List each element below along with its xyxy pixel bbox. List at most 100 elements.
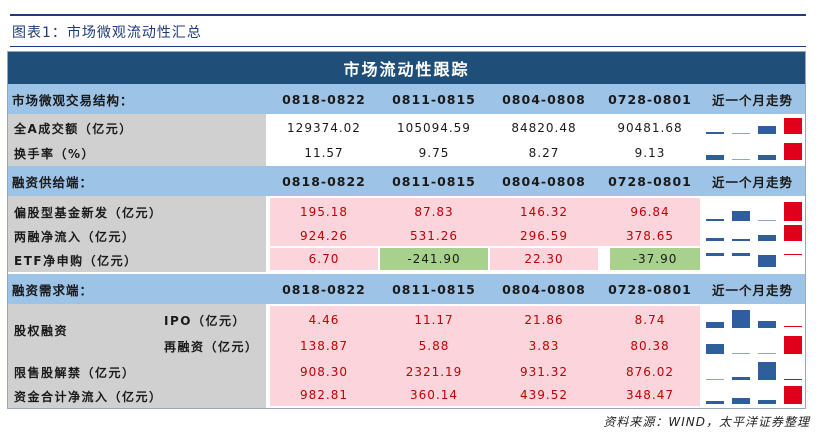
sparkline-total-net-inflow <box>700 384 805 406</box>
value-etf-subscription-2: -241.90 <box>407 252 461 266</box>
value-refinancing-2: 5.88 <box>418 339 450 353</box>
value-refinancing-3: 3.83 <box>528 339 560 353</box>
spark-bar <box>732 253 750 256</box>
sparkline-refinancing <box>700 334 805 358</box>
highlight-pink <box>490 248 598 270</box>
value-total-net-inflow-1: 982.81 <box>300 388 348 402</box>
row-label-fund-issuance: 偏股型基金新发（亿元） <box>14 205 163 220</box>
spark-bar <box>732 159 750 160</box>
spark-bar <box>758 126 776 134</box>
spark-bar <box>706 155 724 160</box>
sparkline-ipo <box>700 308 805 332</box>
sparkline-turnover-amount <box>700 116 805 140</box>
highlight-pink <box>270 198 700 246</box>
sparkline-fund-issuance <box>700 200 805 224</box>
period-header-1: 0818-0822 <box>282 91 366 107</box>
sparkline-etf-subscription <box>700 248 805 272</box>
row-label-ipo: IPO（亿元） <box>164 313 246 328</box>
table-bottom-rule <box>8 408 805 409</box>
top-rule <box>10 14 806 16</box>
value-turnover-amount-3: 84820.48 <box>511 121 577 135</box>
liquidity-table: 市场流动性跟踪 市场微观交易结构： 0818-0822 0811-0815 08… <box>7 51 806 409</box>
spark-bar <box>758 255 776 267</box>
period-header-3: 0804-0808 <box>502 173 586 189</box>
highlight-green <box>380 248 488 270</box>
value-etf-subscription-4: -37.90 <box>632 252 678 266</box>
value-fund-issuance-2: 87.83 <box>414 205 454 219</box>
spark-bar <box>732 211 750 221</box>
spark-bar <box>758 235 776 241</box>
value-etf-subscription-1: 6.70 <box>308 252 340 266</box>
spark-bar <box>706 322 724 328</box>
period-header-3: 0804-0808 <box>502 281 586 297</box>
spark-bar-latest <box>784 379 802 380</box>
sparkline-margin-inflow <box>700 224 805 248</box>
spark-bar <box>706 132 724 134</box>
value-ipo-2: 11.17 <box>414 313 454 327</box>
spark-bar-latest <box>784 326 802 327</box>
row-label-etf-subscription: ETF净申购（亿元） <box>14 253 138 268</box>
trend-header: 近一个月走势 <box>711 174 793 190</box>
group-label-equity-financing: 股权融资 <box>14 323 69 338</box>
value-ipo-4: 8.74 <box>634 313 666 327</box>
period-header-3: 0804-0808 <box>502 91 586 107</box>
value-margin-inflow-2: 531.26 <box>410 229 458 243</box>
spark-bar-latest <box>784 143 802 160</box>
spark-bar <box>758 400 776 404</box>
section-header-supply <box>8 166 805 196</box>
label-bg-demand <box>8 304 266 408</box>
spark-bar-latest <box>784 254 802 255</box>
section-title-trading: 市场微观交易结构： <box>12 92 134 108</box>
value-total-net-inflow-2: 360.14 <box>410 388 458 402</box>
value-refinancing-1: 138.87 <box>300 339 348 353</box>
row-label-turnover-amount: 全A成交额（亿元） <box>14 121 133 136</box>
value-turnover-rate-3: 8.27 <box>528 146 560 160</box>
value-turnover-rate-4: 9.13 <box>634 146 666 160</box>
row-label-lockup-expiry: 限售股解禁（亿元） <box>14 365 136 380</box>
value-turnover-amount-4: 90481.68 <box>617 121 683 135</box>
spark-bar <box>758 353 776 354</box>
value-refinancing-4: 80.38 <box>630 339 670 353</box>
value-turnover-rate-1: 11.57 <box>304 146 344 160</box>
spark-bar <box>758 220 776 221</box>
value-lockup-expiry-3: 931.32 <box>520 365 568 379</box>
source-note: 资料来源：WIND，太平洋证券整理 <box>603 415 810 429</box>
period-header-2: 0811-0815 <box>392 173 476 189</box>
period-header-2: 0811-0815 <box>392 281 476 297</box>
section-title-demand: 融资需求端： <box>12 282 94 298</box>
spark-bar <box>732 353 750 354</box>
figure-title: 图表1：市场微观流动性汇总 <box>12 25 202 41</box>
value-fund-issuance-1: 195.18 <box>300 205 348 219</box>
value-total-net-inflow-4: 348.47 <box>626 388 674 402</box>
spark-bar <box>732 377 750 380</box>
row-label-margin-inflow: 两融净流入（亿元） <box>14 229 136 244</box>
spark-bar <box>706 344 724 354</box>
period-header-4: 0728-0801 <box>608 281 692 297</box>
spark-bar <box>706 219 724 221</box>
sparkline-turnover-rate <box>700 141 805 165</box>
spark-bar <box>732 310 750 328</box>
row-label-total-net-inflow: 资金合计净流入（亿元） <box>14 389 163 404</box>
label-bg-trading <box>8 114 266 166</box>
label-bg-supply <box>8 196 266 272</box>
period-header-1: 0818-0822 <box>282 173 366 189</box>
value-total-net-inflow-3: 439.52 <box>520 388 568 402</box>
spark-bar <box>706 238 724 241</box>
value-turnover-amount-2: 105094.59 <box>397 121 471 135</box>
spark-bar-latest <box>784 202 802 221</box>
value-margin-inflow-4: 378.65 <box>626 229 674 243</box>
section-header-trading <box>8 84 805 114</box>
spark-bar-latest <box>784 225 802 241</box>
row-label-refinancing: 再融资（亿元） <box>164 339 259 354</box>
spark-bar <box>758 362 776 380</box>
spark-bar <box>706 379 724 380</box>
spark-bar <box>732 398 750 404</box>
value-fund-issuance-4: 96.84 <box>630 205 670 219</box>
value-lockup-expiry-1: 908.30 <box>300 365 348 379</box>
spark-bar <box>706 253 724 256</box>
spark-bar <box>758 321 776 328</box>
spark-bar <box>732 239 750 241</box>
value-margin-inflow-1: 924.26 <box>300 229 348 243</box>
value-margin-inflow-3: 296.59 <box>520 229 568 243</box>
spark-bar <box>732 133 750 134</box>
